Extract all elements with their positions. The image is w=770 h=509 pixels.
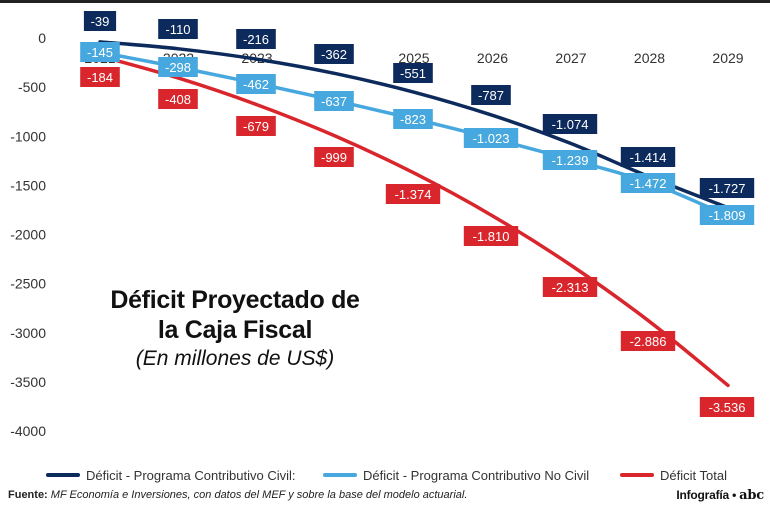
data-label-civil: -39: [91, 14, 110, 29]
y-tick-label: -3000: [10, 325, 46, 341]
data-label-no-civil: -298: [165, 60, 191, 75]
chart-subtitle: (En millones de US$): [135, 347, 335, 370]
data-label-no-civil-box: [80, 42, 120, 62]
data-label-total: -1.810: [473, 229, 510, 244]
data-label-no-civil: -1.472: [630, 176, 667, 191]
data-label-total-box: [699, 397, 755, 417]
series-line-civil: [98, 40, 730, 210]
source-text: MF Economía e Inversiones, con datos del…: [50, 489, 468, 501]
legend-item-no-civil: Déficit - Programa Contributivo No Civil: [323, 466, 589, 484]
x-tick-label: 2025: [398, 50, 429, 66]
series-line-total: [98, 54, 730, 388]
data-label-civil: -110: [165, 22, 190, 37]
y-tick-label: -500: [18, 79, 46, 95]
source-label: Fuente:: [8, 489, 48, 501]
data-label-no-civil: -637: [321, 94, 347, 109]
data-label-total: -2.313: [552, 280, 589, 295]
x-tick-label: 2029: [712, 50, 743, 66]
x-tick-label: 2027: [555, 50, 586, 66]
data-label-no-civil: -1.809: [709, 208, 746, 223]
data-label-total: -3.536: [709, 400, 746, 415]
data-label-civil: -551: [400, 66, 426, 81]
chart-title-block: Déficit Proyectado de la Caja Fiscal (En…: [70, 285, 400, 373]
data-label-total: -999: [321, 150, 347, 165]
y-tick-label: -2000: [10, 227, 46, 243]
y-tick-label: -4000: [10, 423, 46, 439]
data-label-total-box: [314, 147, 354, 167]
legend-item-civil: Déficit - Programa Contributivo Civil:: [46, 466, 296, 484]
data-label-no-civil: -823: [400, 112, 426, 127]
data-label-no-civil-box: [542, 150, 598, 170]
data-label-total: -408: [165, 92, 191, 107]
data-label-civil-box: [393, 63, 433, 83]
abc-logo: abc: [739, 488, 764, 503]
data-label-no-civil-box: [393, 109, 433, 129]
data-label-civil-box: [158, 19, 198, 39]
data-label-total-box: [158, 89, 198, 109]
chart-title-line-2: la Caja Fiscal: [157, 316, 313, 344]
data-label-total: -679: [243, 119, 269, 134]
data-label-civil: -1.074: [552, 117, 589, 132]
credit-text: Infografía •: [676, 488, 737, 502]
data-label-total-box: [385, 184, 441, 204]
data-label-no-civil: -145: [87, 45, 113, 60]
data-label-civil-box: [699, 178, 755, 198]
x-tick-label: 2026: [477, 50, 508, 66]
data-label-no-civil: -1.239: [552, 153, 589, 168]
legend-swatch-no-civil: [323, 473, 357, 477]
data-label-total: -1.374: [395, 187, 432, 202]
data-label-total-box: [236, 116, 276, 136]
data-label-no-civil-box: [463, 128, 519, 148]
data-label-no-civil-box: [620, 173, 676, 193]
data-label-no-civil: -462: [243, 77, 269, 92]
data-label-civil-box: [314, 44, 354, 64]
y-tick-label: -2500: [10, 276, 46, 292]
data-label-total-box: [463, 226, 519, 246]
data-label-total: -184: [87, 70, 113, 85]
credit: Infografía • abc: [676, 488, 764, 503]
y-tick-label: -1000: [10, 128, 46, 144]
data-label-civil: -1.414: [630, 150, 667, 165]
data-label-civil: -1.727: [709, 181, 746, 196]
data-label-civil-box: [620, 147, 676, 167]
data-label-total-box: [620, 331, 676, 351]
data-label-civil: -216: [243, 32, 269, 47]
data-label-total: -2.886: [630, 334, 667, 349]
data-label-civil-box: [236, 29, 276, 49]
legend-item-total: Déficit Total: [620, 466, 727, 484]
data-label-total-box: [542, 277, 598, 297]
y-tick-label: 0: [38, 30, 46, 46]
legend: Déficit - Programa Contributivo Civil: D…: [46, 466, 766, 484]
source-note: Fuente: MF Economía e Inversiones, con d…: [8, 489, 467, 501]
y-tick-label: -1500: [10, 177, 46, 193]
data-label-total-box: [80, 67, 120, 87]
data-label-civil-box: [471, 85, 511, 105]
data-label-civil: -787: [478, 88, 504, 103]
y-tick-label: -3500: [10, 374, 46, 390]
data-label-no-civil-box: [314, 91, 354, 111]
data-label-civil: -362: [321, 47, 347, 62]
legend-label-total: Déficit Total: [660, 467, 727, 483]
data-label-civil-box: [542, 114, 598, 134]
legend-swatch-civil: [46, 473, 80, 477]
data-label-no-civil-box: [158, 57, 198, 77]
data-label-no-civil: -1.023: [473, 131, 510, 146]
data-label-no-civil-box: [699, 205, 755, 225]
legend-label-no-civil: Déficit - Programa Contributivo No Civil: [363, 467, 590, 483]
x-tick-label: 2028: [634, 50, 665, 66]
data-label-no-civil-box: [236, 74, 276, 94]
legend-label-civil: Déficit - Programa Contributivo Civil:: [86, 467, 296, 483]
legend-swatch-total: [620, 473, 654, 477]
chart-title-line-1: Déficit Proyectado de: [110, 286, 360, 314]
data-label-civil-box: [83, 11, 117, 31]
